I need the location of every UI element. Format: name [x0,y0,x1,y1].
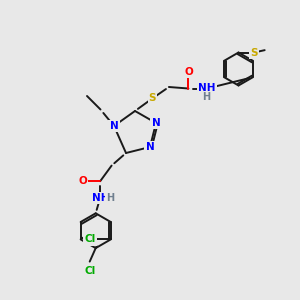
Text: O: O [184,67,193,77]
Text: Cl: Cl [84,234,95,244]
Text: S: S [250,47,258,58]
Text: Cl: Cl [84,266,95,276]
Text: H: H [106,193,114,203]
Text: NH: NH [92,193,110,203]
Text: N: N [110,121,118,131]
Text: H: H [202,92,211,102]
Text: S: S [149,93,156,103]
Text: N: N [152,118,160,128]
Text: N: N [146,142,154,152]
Text: O: O [78,176,87,186]
Text: NH: NH [198,83,216,93]
